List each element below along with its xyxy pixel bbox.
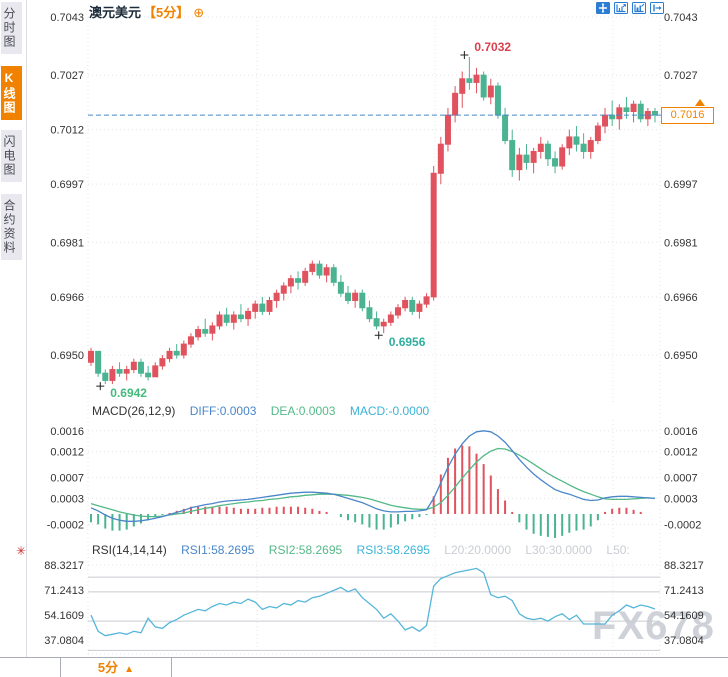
svg-text:88.3217: 88.3217 <box>664 560 704 572</box>
rsi2-value: RSI2:58.2695 <box>268 543 343 557</box>
svg-text:54.1609: 54.1609 <box>44 610 84 622</box>
rsi-l20-value: L20:20.0000 <box>444 543 511 557</box>
sidebar: 分时图 K线图 闪电图 合约资料 <box>0 0 27 657</box>
period-value: 5分 <box>97 660 119 675</box>
sidebar-tab-lightning-chart[interactable]: 闪电图 <box>1 130 22 182</box>
svg-text:0.6981: 0.6981 <box>664 237 698 249</box>
candlestick-series <box>88 56 658 385</box>
svg-text:0.6956: 0.6956 <box>389 335 426 349</box>
svg-text:0.0007: 0.0007 <box>664 473 698 485</box>
svg-text:0.7027: 0.7027 <box>50 70 84 82</box>
rsi-series <box>88 567 660 651</box>
svg-text:0.0007: 0.0007 <box>50 473 84 485</box>
svg-text:0.6966: 0.6966 <box>50 292 84 304</box>
crosshair-icon[interactable] <box>596 2 610 14</box>
current-price-tag: 0.7016 <box>661 107 714 124</box>
svg-text:0.7027: 0.7027 <box>664 70 698 82</box>
svg-text:0.0012: 0.0012 <box>50 447 84 459</box>
rsi1-value: RSI1:58.2695 <box>181 543 255 557</box>
symbol-name: 澳元美元 <box>89 5 142 20</box>
rsi-l50-value: L50: <box>606 543 630 557</box>
macd-dea-value: DEA:0.0003 <box>270 404 336 418</box>
svg-text:0.0012: 0.0012 <box>664 447 698 459</box>
svg-text:0.6981: 0.6981 <box>50 237 84 249</box>
exit-zoom-icon[interactable] <box>650 2 664 14</box>
chart-title: 澳元美元 【5分】 ⊕ <box>89 2 204 21</box>
svg-text:0.6950: 0.6950 <box>664 350 698 362</box>
bottom-bar: 5分 ▲ <box>0 657 728 677</box>
rsi-header: RSI(14,14,14) RSI1:58.2695 RSI2:58.2695 … <box>92 543 641 557</box>
sidebar-tab-contract-info[interactable]: 合约资料 <box>1 194 22 260</box>
svg-text:0.7043: 0.7043 <box>664 12 698 24</box>
rsi-l30-value: L30:30.0000 <box>525 543 593 557</box>
sidebar-tab-kline-chart[interactable]: K线图 <box>1 66 22 120</box>
svg-text:0.0003: 0.0003 <box>664 493 698 505</box>
rsi-settings-icon[interactable]: ✳ <box>16 544 27 558</box>
watermark: FX678 <box>592 604 715 648</box>
macd-name: MACD(26,12,9) <box>92 404 176 418</box>
svg-text:71.2413: 71.2413 <box>664 585 704 597</box>
macd-diff-value: DIFF:0.0003 <box>189 404 257 418</box>
add-indicator-icon[interactable]: ⊕ <box>193 5 205 20</box>
svg-text:0.7043: 0.7043 <box>50 12 84 24</box>
price-up-arrow-icon <box>695 99 705 106</box>
period-selector-tab[interactable]: 5分 ▲ <box>60 658 172 677</box>
macd-header: MACD(26,12,9) DIFF:0.0003 DEA:0.0003 MAC… <box>92 404 440 418</box>
svg-text:0.6950: 0.6950 <box>50 350 84 362</box>
svg-text:0.7032: 0.7032 <box>474 40 511 54</box>
zoom-in-icon[interactable] <box>614 2 628 14</box>
svg-text:-0.0002: -0.0002 <box>664 519 701 531</box>
zoom-scale-icon[interactable] <box>632 2 646 14</box>
rsi3-value: RSI3:58.2695 <box>356 543 430 557</box>
svg-text:0.0016: 0.0016 <box>664 426 698 438</box>
period-label: 【5分】 <box>143 5 190 20</box>
chart-toolbar <box>596 2 664 14</box>
svg-text:0.7012: 0.7012 <box>50 125 84 137</box>
svg-text:37.0804: 37.0804 <box>664 635 704 647</box>
svg-text:0.6997: 0.6997 <box>664 179 698 191</box>
rsi-name: RSI(14,14,14) <box>92 543 167 557</box>
svg-text:54.1609: 54.1609 <box>664 610 704 622</box>
gridlines <box>87 16 661 655</box>
svg-text:0.6966: 0.6966 <box>664 292 698 304</box>
svg-text:88.3217: 88.3217 <box>44 560 84 572</box>
svg-text:37.0804: 37.0804 <box>44 635 84 647</box>
sidebar-tab-time-chart[interactable]: 分时图 <box>1 2 22 54</box>
svg-text:-0.0002: -0.0002 <box>47 519 84 531</box>
macd-hist-value: MACD:-0.0000 <box>349 404 430 418</box>
svg-text:0.0003: 0.0003 <box>50 493 84 505</box>
axis-labels: 0.7043 0.7027 0.7012 0.6997 0.6981 0.6966 0.69… <box>44 12 704 647</box>
svg-text:0.6997: 0.6997 <box>50 179 84 191</box>
svg-text:0.6942: 0.6942 <box>110 386 147 400</box>
macd-series <box>90 430 656 538</box>
period-dropdown-arrow-icon: ▲ <box>124 664 135 675</box>
svg-text:71.2413: 71.2413 <box>44 585 84 597</box>
svg-text:0.0016: 0.0016 <box>50 426 84 438</box>
price-annotations: 0.7032 0.6956 0.6942 <box>96 40 511 400</box>
